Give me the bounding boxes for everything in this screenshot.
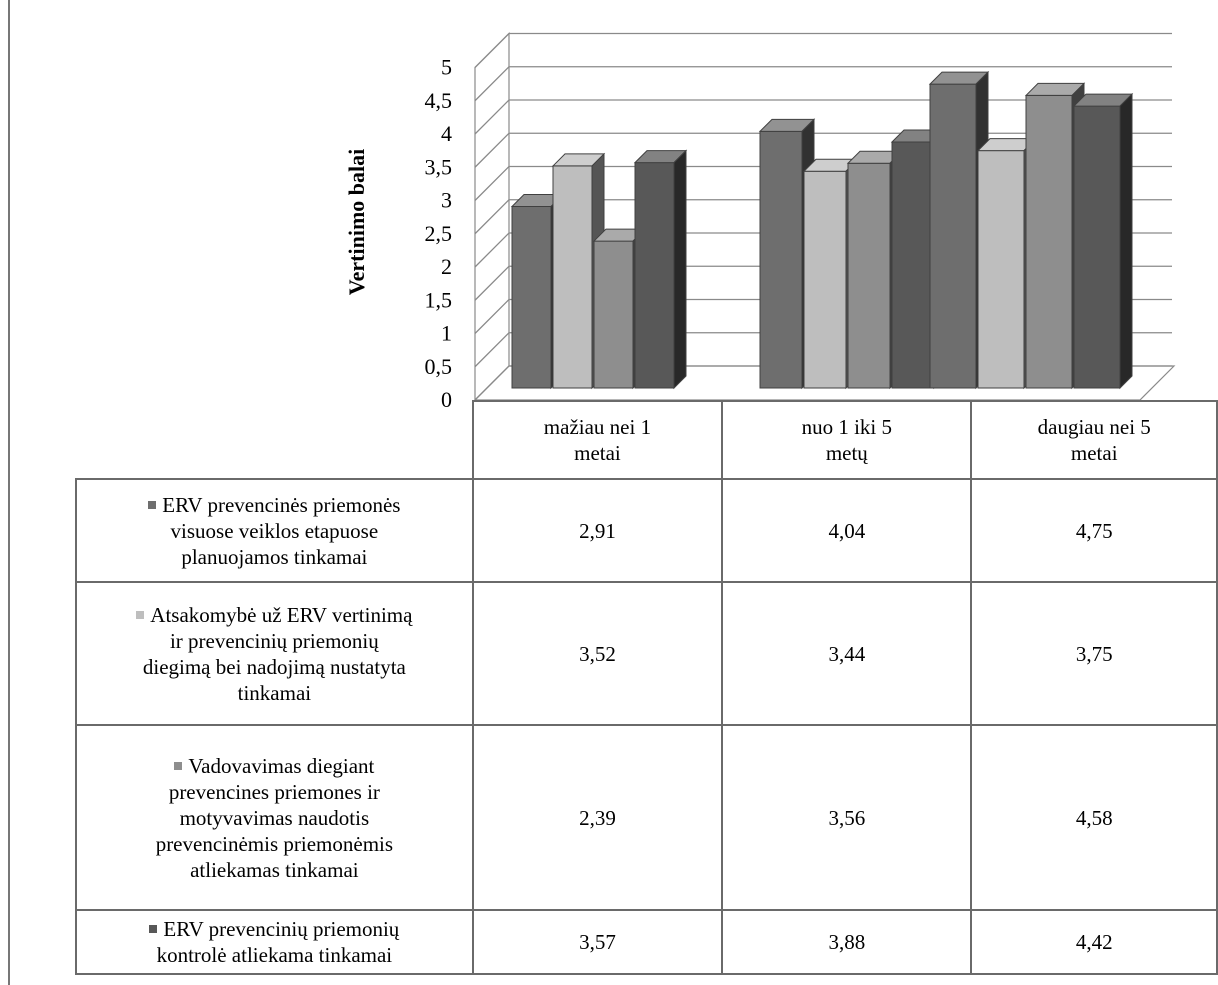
bar-side bbox=[1119, 92, 1133, 390]
category-label-line: metų bbox=[825, 441, 868, 465]
bar-front bbox=[803, 170, 847, 389]
gridline bbox=[474, 66, 1172, 102]
data-value-cell: 4,04 bbox=[721, 478, 973, 583]
bars bbox=[510, 70, 1134, 390]
series-name-cell: Vadovavimas diegiant prevencines priemone… bbox=[75, 724, 474, 911]
category-label: mažiau nei 1 metai bbox=[471, 400, 724, 480]
data-value-cell: 4,42 bbox=[970, 909, 1218, 975]
series-name-line: atliekamas tinkamai bbox=[190, 857, 359, 882]
series-name-line: Atsakomybė už ERV vertinimą bbox=[77, 602, 472, 628]
bar-front bbox=[929, 83, 977, 389]
y-axis-ticks: 0 0,5 1 1,5 2 2,5 3 3,5 4 4,5 5 bbox=[425, 55, 453, 413]
series-name-line: ir prevencinių priemonių bbox=[169, 628, 379, 653]
series-name-line: motyvavimas naudotis bbox=[179, 805, 370, 830]
data-value-cell: 3,56 bbox=[721, 724, 973, 911]
y-tick-label: 2 bbox=[441, 254, 452, 279]
y-tick-label: 4,5 bbox=[425, 88, 453, 113]
series-name-line: kontrolė atliekama tinkamai bbox=[156, 943, 393, 967]
bar-front bbox=[1025, 94, 1073, 389]
series-name-line: prevencines priemones ir bbox=[168, 779, 380, 804]
bar bbox=[633, 149, 688, 390]
category-label-line: metai bbox=[574, 441, 621, 465]
series-name-cell: ERV prevencinės priemonės visuose veiklos… bbox=[75, 478, 474, 583]
legend-swatch bbox=[136, 610, 145, 619]
series-name-cell: ERV prevencinių priemonių kontrolė atliek… bbox=[75, 909, 474, 975]
y-tick-label: 5 bbox=[441, 55, 452, 80]
bar-front bbox=[593, 240, 634, 389]
data-table: mažiau nei 1 metai nuo 1 iki 5 metų daugiau … bbox=[75, 400, 1218, 975]
data-value-cell: 4,75 bbox=[970, 478, 1218, 583]
y-tick-label: 3,5 bbox=[425, 154, 453, 179]
data-value-cell: 4,58 bbox=[970, 724, 1218, 911]
y-tick-label: 0,5 bbox=[425, 354, 453, 379]
bar-side bbox=[673, 149, 687, 390]
data-value-cell: 3,52 bbox=[471, 581, 724, 726]
category-label: daugiau nei 5 metai bbox=[970, 400, 1218, 480]
category-label-line: metai bbox=[1070, 441, 1118, 465]
category-label: nuo 1 iki 5 metų bbox=[721, 400, 973, 480]
y-tick-label: 1 bbox=[441, 321, 452, 346]
data-value-cell: 3,75 bbox=[970, 581, 1218, 726]
gridline bbox=[474, 32, 1172, 68]
bar-front bbox=[891, 141, 935, 389]
legend-swatch bbox=[148, 500, 157, 509]
bar-front bbox=[634, 162, 675, 389]
category-label-line: daugiau nei 5 bbox=[1037, 415, 1151, 439]
bar-front bbox=[759, 130, 803, 389]
legend-swatch bbox=[174, 761, 183, 770]
legend-swatch bbox=[149, 925, 158, 933]
data-value-cell: 2,39 bbox=[471, 724, 724, 911]
bar-front bbox=[552, 165, 593, 389]
category-label-line: mažiau nei 1 bbox=[543, 415, 652, 439]
y-tick-label: 1,5 bbox=[425, 287, 453, 312]
table-row: Vadovavimas diegiant prevencines priemone… bbox=[75, 724, 1218, 911]
series-name-line: ERV prevencinių priemonių bbox=[77, 916, 472, 942]
bar bbox=[1072, 92, 1134, 390]
series-name-line: ERV prevencinės priemonės bbox=[77, 492, 472, 518]
table-row: ERV prevencinės priemonės visuose veiklos… bbox=[75, 478, 1218, 583]
table-row: ERV prevencinių priemonių kontrolė atliek… bbox=[75, 909, 1218, 975]
y-tick-label: 2,5 bbox=[425, 221, 453, 246]
bar-front bbox=[511, 205, 552, 389]
data-value-cell: 3,57 bbox=[471, 909, 724, 975]
y-tick-label: 0 bbox=[441, 387, 452, 412]
bar-front bbox=[977, 150, 1025, 389]
data-value-cell: 2,91 bbox=[471, 478, 724, 583]
page-margin-rule bbox=[8, 0, 10, 985]
series-name-cell: Atsakomybė už ERV vertinimą ir prevencini… bbox=[75, 581, 474, 726]
series-name-line: visuose veiklos etapuose bbox=[170, 518, 379, 543]
series-name-line: planuojamos tinkamai bbox=[181, 544, 368, 569]
bar-front bbox=[1073, 105, 1121, 389]
bar-front bbox=[847, 162, 891, 389]
table-header-row: mažiau nei 1 metai nuo 1 iki 5 metų daugiau … bbox=[76, 400, 1218, 480]
data-value-cell: 3,44 bbox=[721, 581, 973, 726]
series-name-line: Vadovavimas diegiant bbox=[77, 753, 472, 779]
y-tick-label: 4 bbox=[441, 121, 452, 146]
y-axis-label: Vertinimo balai bbox=[344, 149, 369, 295]
table-row: Atsakomybė už ERV vertinimą ir prevencini… bbox=[75, 581, 1218, 726]
table-corner-cell bbox=[76, 401, 474, 480]
series-name-line: prevencinėmis priemonėmis bbox=[155, 831, 394, 856]
series-name-line: diegimą bei nadojimą nustatyta bbox=[142, 654, 406, 679]
category-label-line: nuo 1 iki 5 bbox=[801, 415, 893, 439]
data-value-cell: 3,88 bbox=[721, 909, 973, 975]
series-name-line: tinkamai bbox=[237, 680, 312, 705]
bar bbox=[551, 152, 606, 390]
y-tick-label: 3 bbox=[441, 188, 452, 213]
